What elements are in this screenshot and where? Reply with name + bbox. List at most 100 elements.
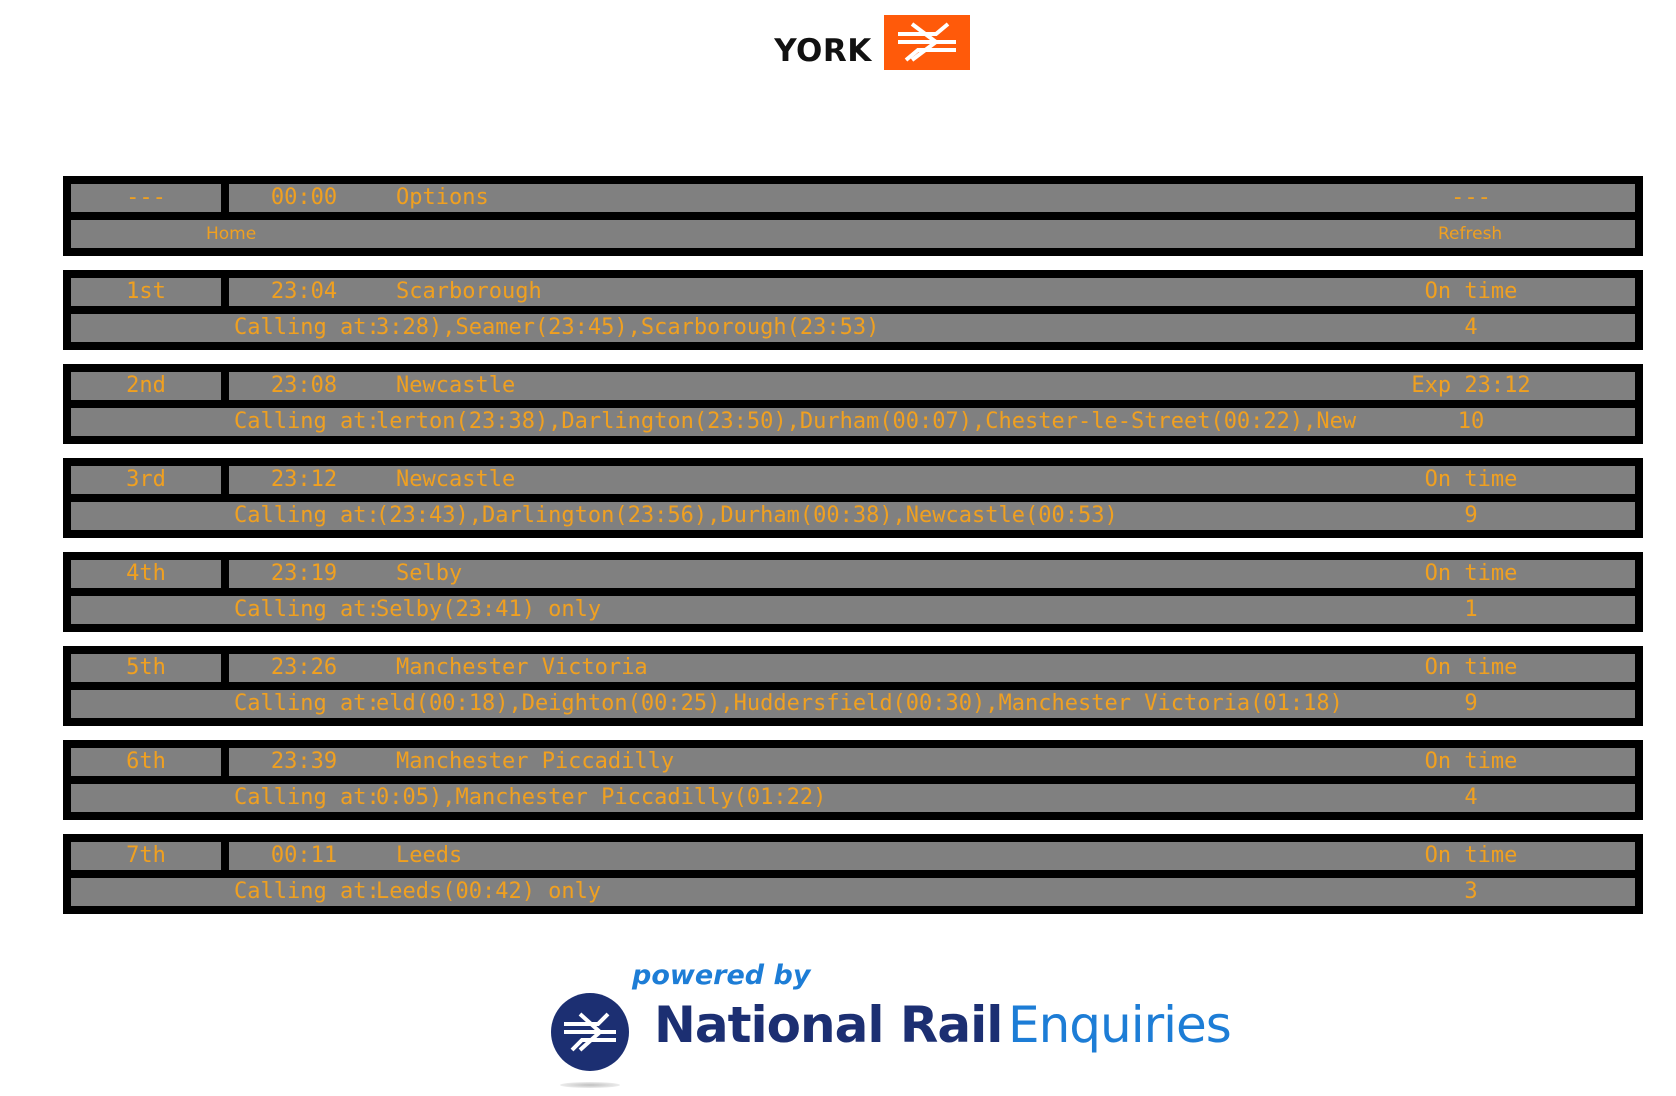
calling-at-label: Calling at: (234, 597, 380, 622)
separator (221, 842, 229, 870)
service-position: 6th (126, 749, 166, 774)
service-board[interactable]: 1st 23:04 Scarborough On time Calling at… (63, 270, 1643, 350)
refresh-link[interactable]: Refresh (1438, 224, 1503, 244)
service-status: On time (1424, 561, 1518, 586)
service-time: 23:12 (270, 467, 338, 492)
service-platform: 3 (1464, 879, 1478, 904)
calling-row: Calling at: 3:28),Seamer(23:45),Scarboro… (71, 314, 1635, 342)
service-time: 23:39 (270, 749, 338, 774)
calling-at-label: Calling at: (234, 503, 380, 528)
calling-at-label: Calling at: (234, 409, 380, 434)
service-status: On time (1424, 279, 1518, 304)
service-position: 5th (126, 655, 166, 680)
calling-points-text: 3:28),Seamer(23:45),Scarborough(23:53) (376, 315, 880, 340)
calling-row: Calling at: eld(00:18),Deighton(00:25),H… (71, 690, 1635, 718)
separator (221, 466, 229, 494)
separator (221, 748, 229, 776)
service-destination: Scarborough (396, 279, 542, 304)
separator (221, 560, 229, 588)
brand-name-bold: National Rail (654, 996, 1003, 1054)
service-board[interactable]: 4th 23:19 Selby On time Calling at: Selb… (63, 552, 1643, 632)
calling-at-label: Calling at: (234, 879, 380, 904)
calling-points-text: (23:43),Darlington(23:56),Durham(00:38),… (376, 503, 1118, 528)
nav-row: Home Refresh (71, 220, 1635, 248)
calling-points-ticker: 3:28),Seamer(23:45),Scarborough(23:53) (376, 314, 1401, 342)
service-row: 3rd 23:12 Newcastle On time (71, 466, 1635, 494)
service-destination: Selby (396, 561, 463, 586)
service-time: 23:19 (270, 561, 338, 586)
calling-points-ticker: Selby(23:41) only (376, 596, 1401, 624)
powered-by-text: powered by (632, 960, 811, 991)
service-status: On time (1424, 467, 1518, 492)
calling-points-text: Selby(23:41) only (376, 597, 602, 622)
calling-points-text: 0:05),Manchester Piccadilly(01:22) (376, 785, 827, 810)
service-status: On time (1424, 843, 1518, 868)
british-rail-logo-icon (883, 14, 970, 70)
calling-points-ticker: Leeds(00:42) only (376, 878, 1401, 906)
calling-points-text: eld(00:18),Deighton(00:25),Huddersfield(… (376, 691, 1343, 716)
options-board: --- 00:00 Options --- Home Refresh (63, 176, 1643, 256)
service-time: 23:08 (270, 373, 338, 398)
calling-points-text: Leeds(00:42) only (376, 879, 602, 904)
calling-row: Calling at: lerton(23:38),Darlington(23:… (71, 408, 1635, 436)
national-rail-roundel-icon (551, 993, 629, 1071)
service-position: 3rd (126, 467, 166, 492)
separator (221, 184, 229, 212)
options-status: --- (1451, 185, 1491, 210)
calling-at-label: Calling at: (234, 785, 380, 810)
service-platform: 9 (1464, 503, 1478, 528)
calling-points-ticker: lerton(23:38),Darlington(23:50),Durham(0… (376, 408, 1401, 436)
separator (221, 278, 229, 306)
calling-row: Calling at: (23:43),Darlington(23:56),Du… (71, 502, 1635, 530)
service-row: 5th 23:26 Manchester Victoria On time (71, 654, 1635, 682)
service-status: On time (1424, 749, 1518, 774)
options-pos: --- (126, 185, 166, 210)
service-time: 23:04 (270, 279, 338, 304)
service-board[interactable]: 2nd 23:08 Newcastle Exp 23:12 Calling at… (63, 364, 1643, 444)
service-position: 1st (126, 279, 166, 304)
calling-row: Calling at: Selby(23:41) only 1 (71, 596, 1635, 624)
separator (221, 372, 229, 400)
service-row: 4th 23:19 Selby On time (71, 560, 1635, 588)
options-row: --- 00:00 Options --- (71, 184, 1635, 212)
calling-row: Calling at: Leeds(00:42) only 3 (71, 878, 1635, 906)
service-destination: Newcastle (396, 373, 516, 398)
service-board[interactable]: 3rd 23:12 Newcastle On time Calling at: … (63, 458, 1643, 538)
calling-points-ticker: 0:05),Manchester Piccadilly(01:22) (376, 784, 1401, 812)
home-link[interactable]: Home (206, 224, 257, 244)
logo-shadow (560, 1082, 620, 1088)
service-status: Exp 23:12 (1411, 373, 1531, 398)
service-position: 7th (126, 843, 166, 868)
brand-name-light: Enquiries (1008, 996, 1232, 1054)
calling-points-text: lerton(23:38),Darlington(23:50),Durham(0… (376, 409, 1357, 434)
service-board[interactable]: 6th 23:39 Manchester Piccadilly On time … (63, 740, 1643, 820)
service-platform: 4 (1464, 315, 1478, 340)
service-row: 7th 00:11 Leeds On time (71, 842, 1635, 870)
options-time: 00:00 (270, 185, 338, 210)
calling-row: Calling at: 0:05),Manchester Piccadilly(… (71, 784, 1635, 812)
service-board[interactable]: 5th 23:26 Manchester Victoria On time Ca… (63, 646, 1643, 726)
service-destination: Manchester Piccadilly (396, 749, 675, 774)
calling-at-label: Calling at: (234, 691, 380, 716)
separator (221, 654, 229, 682)
station-header: YORK (0, 12, 1676, 72)
service-time: 00:11 (270, 843, 338, 868)
service-row: 2nd 23:08 Newcastle Exp 23:12 (71, 372, 1635, 400)
options-title[interactable]: Options (396, 185, 489, 210)
service-position: 4th (126, 561, 166, 586)
service-time: 23:26 (270, 655, 338, 680)
service-row: 1st 23:04 Scarborough On time (71, 278, 1635, 306)
service-destination: Newcastle (396, 467, 516, 492)
service-row: 6th 23:39 Manchester Piccadilly On time (71, 748, 1635, 776)
national-rail-enquiries-logo[interactable]: powered by National Rail Enquiries (550, 960, 1232, 1088)
service-platform: 9 (1464, 691, 1478, 716)
service-destination: Manchester Victoria (396, 655, 648, 680)
service-position: 2nd (126, 373, 166, 398)
calling-at-label: Calling at: (234, 315, 380, 340)
service-status: On time (1424, 655, 1518, 680)
service-board[interactable]: 7th 00:11 Leeds On time Calling at: Leed… (63, 834, 1643, 914)
service-destination: Leeds (396, 843, 463, 868)
service-platform: 10 (1457, 409, 1485, 434)
calling-points-ticker: eld(00:18),Deighton(00:25),Huddersfield(… (376, 690, 1401, 718)
service-platform: 4 (1464, 785, 1478, 810)
